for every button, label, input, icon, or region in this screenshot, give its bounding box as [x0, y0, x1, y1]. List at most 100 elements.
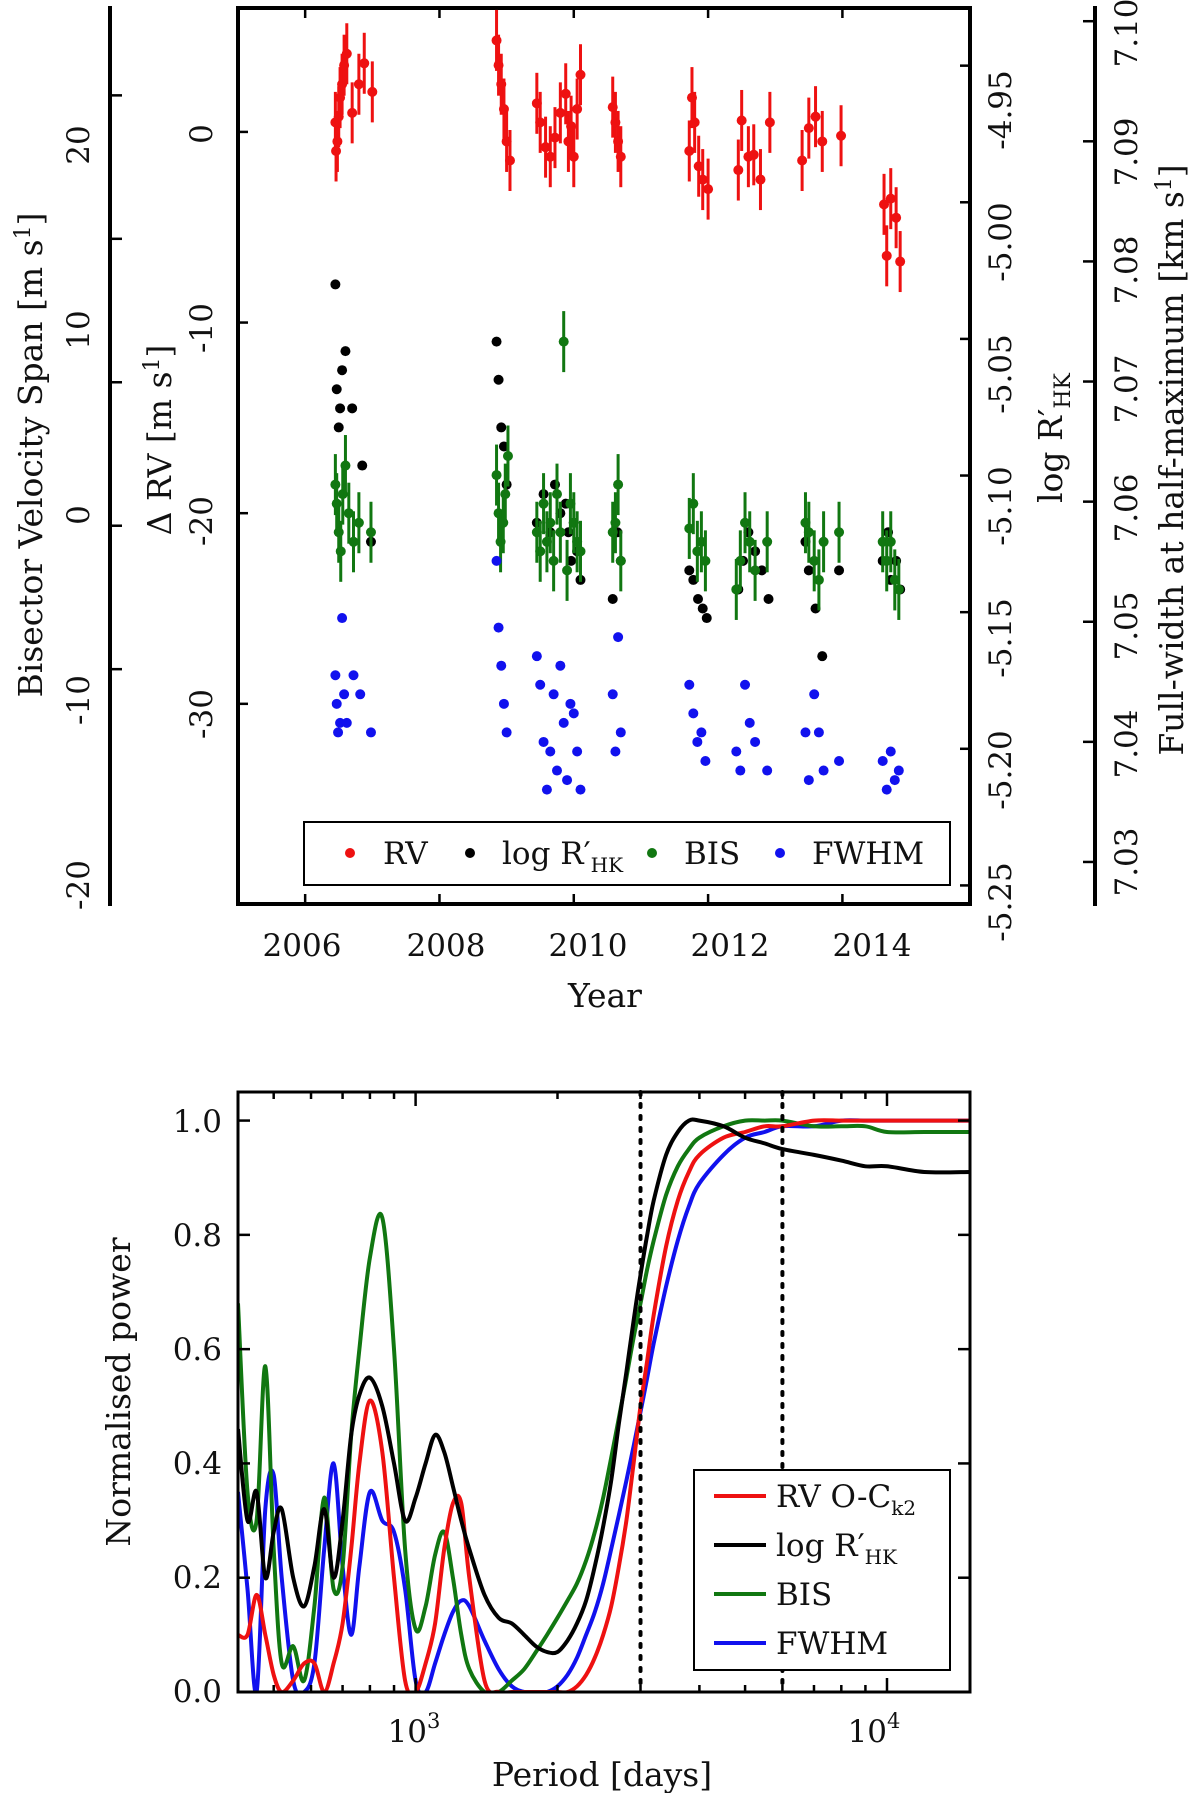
rv-point [703, 184, 714, 195]
logrhk-point [834, 565, 845, 576]
year-tick-label: 2012 [691, 928, 770, 964]
rv-point [353, 79, 364, 90]
period-tick-exp: 3 [427, 1709, 440, 1733]
bis-point [700, 555, 711, 566]
fwhm-point [893, 765, 904, 776]
bis-tick-label: 0 [61, 505, 97, 525]
top-legend: RV log R′HK BIS FWHM [303, 821, 951, 886]
fwhm-point [545, 746, 556, 757]
bis-point [696, 536, 707, 547]
rv-point [684, 145, 695, 156]
bis-point [340, 460, 351, 471]
rv-point [881, 250, 892, 261]
power-axis-label: Normalised power [99, 1237, 138, 1546]
legend-text-logr-sub: HK [865, 1545, 898, 1569]
bis-axis-label-close: ] [11, 213, 50, 226]
logrhk-point [496, 422, 507, 433]
period-tick-label: 104 [848, 1709, 901, 1750]
rv-axis-label-text: Δ RV [m s [140, 371, 179, 535]
bis-point [548, 555, 559, 566]
fwhm-point [330, 670, 341, 681]
fwhm-point [877, 756, 888, 767]
rv-point [347, 107, 358, 118]
logr-axis-label-text: log R′ [1031, 409, 1070, 503]
bis-point [545, 517, 556, 528]
rv-point [797, 155, 808, 166]
rv-point [693, 161, 704, 172]
rv-point [535, 117, 546, 128]
bis-point [555, 527, 566, 538]
rv-point [540, 142, 551, 153]
rv-point [341, 48, 352, 59]
period-tick-label: 103 [388, 1709, 441, 1750]
logrhk-point [347, 403, 358, 414]
legend-text-fwhm: FWHM [776, 1626, 888, 1662]
bis-axis-label: Bisector Velocity Span [m s1] [11, 213, 50, 698]
bis-point [885, 536, 896, 547]
legend-label-logr-sub: HK [591, 853, 624, 877]
fwhm-point [538, 736, 549, 747]
period-tick-base: 10 [388, 1714, 427, 1750]
fwhm-point [615, 727, 626, 738]
time-series-panel: 20 10 0 -10 -20 0 -10 -20 -30 -4.95 -5.0… [11, 0, 1191, 1015]
bottom-legend: RV O-Ck2 log R′HK BIS FWHM [693, 1469, 951, 1671]
bis-point [803, 527, 814, 538]
year-tick-label: 2014 [833, 928, 912, 964]
period-axis-label: Period [days] [492, 1755, 712, 1793]
bis-point [731, 584, 742, 595]
fwhm-tick-label: 7.09 [1109, 117, 1145, 186]
bis-point [735, 555, 746, 566]
bis-point [538, 498, 549, 509]
rv-tick-label: -30 [184, 689, 220, 739]
logrhk-point [763, 593, 774, 604]
fwhm-point [548, 689, 559, 700]
fwhm-tick-label: 7.07 [1109, 354, 1145, 423]
legend-text-logr: log R′HK [776, 1528, 898, 1569]
legend-text-rv: RV O-Ck2 [776, 1479, 916, 1520]
bis-point [881, 555, 892, 566]
logrhk-point [817, 651, 828, 662]
bis-point [610, 517, 621, 528]
rv-point [733, 165, 744, 176]
logrhk-point [335, 403, 346, 414]
fwhm-point [834, 756, 845, 767]
rv-axis-label-sup: 1 [140, 357, 165, 371]
fwhm-axis-label-close: ] [1152, 164, 1191, 177]
top-legend-box [303, 821, 951, 886]
periodogram-line-fwhm [238, 1118, 970, 1692]
logrhk-point [491, 336, 502, 347]
rv-point [895, 256, 906, 267]
fwhm-point [339, 689, 350, 700]
legend-label-fwhm: FWHM [812, 836, 924, 872]
top-markers [330, 9, 906, 795]
logrhk-point [331, 384, 342, 395]
logrhk-point [337, 365, 348, 376]
period-tick-exp: 4 [887, 1709, 900, 1733]
bis-point [889, 574, 900, 585]
bis-point [692, 546, 703, 557]
fwhm-point [496, 660, 507, 671]
year-tick-label: 2006 [263, 928, 342, 964]
fwhm-point [750, 736, 761, 747]
fwhm-point [562, 775, 573, 786]
rv-point [697, 174, 708, 185]
power-tick-label: 0.2 [173, 1560, 222, 1596]
bis-point [551, 489, 562, 500]
fwhm-point [762, 765, 773, 776]
legend-text-rv-sub: k2 [891, 1496, 916, 1520]
logrhk-point [701, 613, 712, 624]
fwhm-point [331, 698, 342, 709]
fwhm-point [735, 765, 746, 776]
rv-point [817, 136, 828, 147]
fwhm-tick-label: 7.06 [1109, 473, 1145, 542]
periodogram-vlines [638, 1090, 785, 1694]
bis-point [613, 479, 624, 490]
power-tick-label: 0.8 [173, 1218, 222, 1254]
logr-tick-label: -5.25 [983, 862, 1019, 942]
bis-tick-label: -20 [61, 860, 97, 910]
legend-marker-bis [647, 848, 657, 858]
fwhm-axis-label-sup: 1 [1152, 177, 1177, 191]
legend-marker-rv [345, 848, 355, 858]
fwhm-point [531, 651, 542, 662]
logrhk-point [693, 593, 704, 604]
